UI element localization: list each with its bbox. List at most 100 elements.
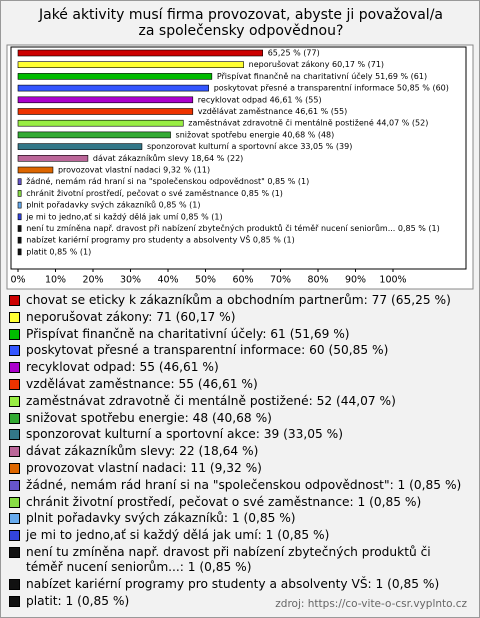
legend-item: dávat zákazníkům slevy: 22 (18,64 %) (9, 444, 471, 459)
value-label: poskytovat přesné a transparentní inform… (214, 83, 449, 93)
legend-label: snižovat spotřebu energie: 48 (40,68 %) (26, 410, 272, 425)
legend-label: zaměstnávat zdravotně či mentálně postiž… (26, 393, 396, 408)
bar (17, 155, 89, 162)
legend-swatch (9, 311, 20, 323)
bar (17, 49, 263, 57)
legend-item: zaměstnávat zdravotně či mentálně postiž… (9, 394, 471, 409)
bar (17, 213, 22, 221)
legend-item: chránit životní prostředí, pečovat o své… (9, 495, 471, 510)
legend-label: sponzorovat kulturní a sportovní akce: 3… (26, 427, 343, 442)
legend: chovat se eticky k zákazníkům a obchodní… (9, 293, 471, 610)
legend-item: Přispívat finančně na charitativní účely… (9, 327, 471, 342)
legend-swatch (9, 462, 20, 474)
x-tick-label: 80% (307, 275, 328, 286)
bar (17, 96, 194, 104)
bar (17, 73, 213, 80)
plot-area (10, 46, 467, 270)
bar (17, 166, 54, 174)
value-label: provozovat vlastní nadaci 9,32 % (11) (58, 166, 210, 175)
bar (17, 225, 22, 232)
legend-swatch (9, 345, 20, 357)
value-label: 65,25 % (77) (268, 49, 320, 58)
legend-label: vzdělávat zaměstnance: 55 (46,61 %) (26, 376, 258, 391)
x-tick-label: 100% (379, 275, 406, 286)
bar (17, 248, 22, 256)
legend-swatch (9, 546, 20, 558)
legend-item: poskytovat přesné a transparentní inform… (9, 343, 471, 358)
value-label: nabízet kariérní programy pro studenty a… (26, 234, 295, 245)
value-label: dávat zákazníkům slevy 18,64 % (22) (93, 153, 243, 163)
legend-item: nabízet kariérní programy pro studenty a… (9, 577, 471, 592)
bar (17, 190, 22, 197)
legend-item: snižovat spotřebu energie: 48 (40,68 %) (9, 411, 471, 426)
value-label: plnit pořadavky svých zákazníků 0,85 % (… (26, 200, 200, 210)
value-label: chránit životní prostředí, pečovat o své… (26, 188, 283, 198)
x-tick-label: 30% (120, 275, 141, 286)
legend-label: poskytovat přesné a transparentní inform… (26, 343, 389, 358)
legend-label: plnit pořadavky svých zákazníků: 1 (0,85… (26, 511, 296, 526)
legend-label: platit: 1 (0,85 %) (26, 593, 130, 608)
legend-swatch (9, 362, 20, 374)
legend-swatch (9, 429, 20, 441)
bar (17, 108, 194, 115)
value-label: Přispívat finančně na charitativní účely… (217, 71, 427, 81)
legend-swatch (9, 395, 20, 407)
legend-swatch (9, 295, 20, 306)
legend-swatch (9, 578, 20, 590)
bar (17, 236, 22, 244)
chart: 0% 10% 20% 30% 40% 50% 60% 70% 80% 90% 100% 65,25 %… (6, 44, 474, 290)
legend-item: plnit pořadavky svých zákazníků: 1 (0,85… (9, 511, 471, 526)
bar (17, 84, 209, 92)
legend-label: provozovat vlastní nadaci: 11 (9,32 %) (26, 460, 262, 475)
bar (17, 143, 143, 150)
x-tick-label: 60% (232, 275, 253, 286)
x-tick-label: 0% (10, 275, 25, 286)
legend-swatch (9, 328, 20, 340)
bar (17, 131, 171, 139)
x-tick-label: 10% (45, 275, 66, 286)
legend-item: recyklovat odpad: 55 (46,61 %) (9, 360, 471, 375)
value-label: recyklovat odpad 46,61 % (55) (198, 95, 322, 104)
legend-label: chránit životní prostředí, pečovat o své… (26, 494, 422, 509)
x-tick-label: 40% (157, 275, 178, 286)
legend-label: není tu zmíněna např. dravost při nabíze… (26, 544, 431, 574)
legend-label: je mi to jedno,ať si každý dělá jak umí:… (26, 528, 330, 543)
legend-item: žádné, nemám rád hraní si na "společensk… (9, 478, 471, 493)
x-tick-label: 90% (345, 275, 366, 286)
bar (17, 119, 184, 127)
legend-item: je mi to jedno,ať si každý dělá jak umí:… (9, 528, 471, 543)
x-tick-label: 20% (82, 275, 103, 286)
x-tick-label: 50% (195, 275, 216, 286)
chart-title: Jaké aktivity musí firma provozovat, aby… (38, 7, 443, 39)
x-tick-label: 70% (270, 275, 291, 286)
legend-swatch (9, 446, 20, 458)
legend-item: platit: 1 (0,85 %) (9, 594, 471, 609)
legend-swatch (9, 595, 20, 607)
legend-label: chovat se eticky k zákazníkům a obchodní… (26, 293, 451, 307)
legend-swatch (9, 412, 20, 424)
legend-item: neporušovat zákony: 71 (60,17 %) (9, 310, 471, 325)
value-label: platit 0,85 % (1) (26, 247, 91, 256)
value-label: je mi to jedno,ať si každý dělá jak umí … (25, 212, 222, 221)
legend-label: Přispívat finančně na charitativní účely… (26, 326, 350, 341)
value-label: vzdělávat zaměstnance 46,61 % (55) (198, 107, 347, 116)
legend-label: žádné, nemám rád hraní si na "společensk… (26, 477, 462, 492)
source: zdroj: https://co-vite-o-csr.vyplnto.cz (275, 598, 467, 610)
legend-swatch (9, 479, 20, 491)
bar (17, 201, 22, 209)
legend-item: chovat se eticky k zákazníkům a obchodní… (9, 293, 471, 308)
legend-swatch (9, 530, 20, 542)
legend-label: nabízet kariérní programy pro studenty a… (26, 576, 440, 591)
value-label: sponzorovat kulturní a sportovní akce 33… (147, 142, 352, 151)
value-label: neporušovat zákony 60,17 % (71) (249, 59, 384, 69)
legend-label: neporušovat zákony: 71 (60,17 %) (26, 309, 236, 324)
legend-label: dávat zákazníkům slevy: 22 (18,64 %) (26, 444, 259, 459)
value-label: zaměstnávat zdravotně či mentálně postiž… (188, 118, 428, 128)
value-label: není tu zmíněna např. dravost při nabíze… (26, 223, 440, 233)
value-label: snižovat spotřebu energie 40,68 % (48) (176, 130, 335, 139)
legend-item: vzdělávat zaměstnance: 55 (46,61 %) (9, 377, 471, 392)
legend-swatch (9, 378, 20, 390)
bar (17, 178, 22, 185)
bar (17, 61, 244, 69)
value-label: žádné, nemám rád hraní si na "společensk… (26, 176, 309, 186)
